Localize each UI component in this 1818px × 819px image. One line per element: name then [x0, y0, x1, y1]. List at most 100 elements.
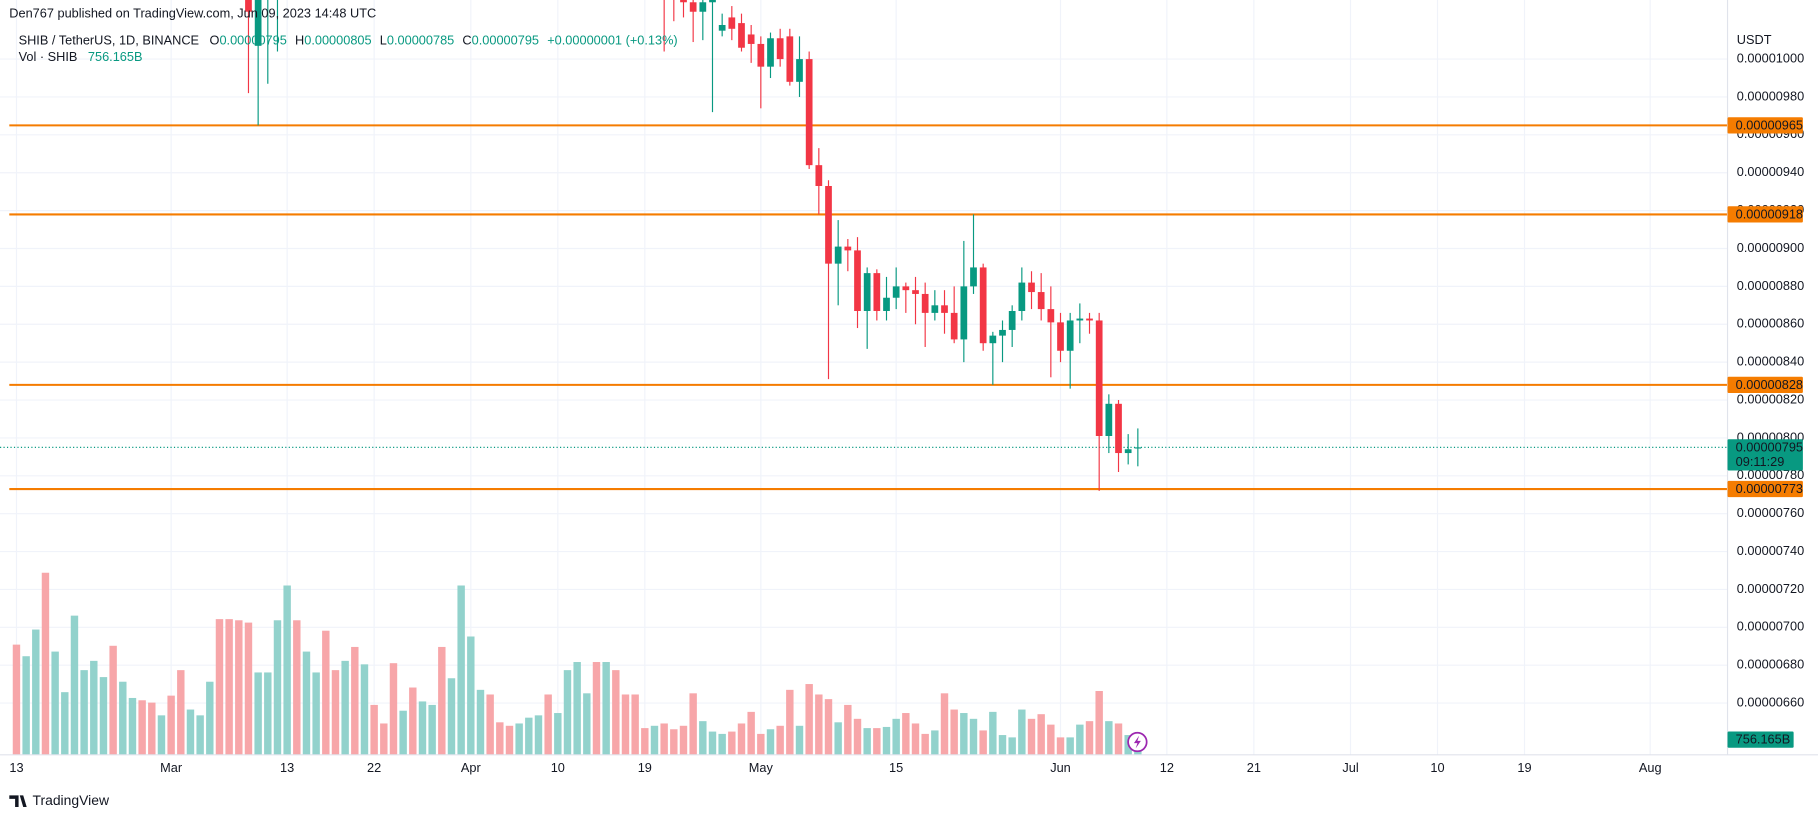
- volume-bar: [119, 681, 127, 755]
- candle-body: [786, 36, 794, 82]
- volume-bar: [51, 651, 59, 755]
- candle-body: [854, 250, 861, 311]
- volume-bar: [1008, 737, 1016, 755]
- candle-body: [1095, 320, 1103, 437]
- x-tick-label: Jun: [1050, 760, 1071, 775]
- grid: [0, 0, 1728, 755]
- x-tick-label: 13: [9, 760, 23, 775]
- volume-bar: [302, 651, 311, 755]
- volume-bar: [621, 694, 630, 755]
- volume-bar: [235, 620, 243, 755]
- candle: [1047, 286, 1055, 378]
- candle: [950, 286, 958, 344]
- candle-body: [728, 17, 736, 29]
- candle-body: [805, 59, 813, 166]
- candle-body: [1028, 282, 1035, 293]
- y-tick-label: 0.00000980: [1737, 88, 1804, 103]
- candle-body: [921, 293, 929, 313]
- level-tag: [1727, 206, 1803, 223]
- candle: [921, 282, 929, 347]
- volume-bar: [1018, 709, 1026, 755]
- volume-bar: [157, 715, 166, 755]
- candle-body: [912, 290, 919, 294]
- volume-bar: [244, 622, 253, 755]
- volume-bar: [776, 725, 784, 755]
- volume-pane: [12, 572, 1142, 755]
- volume-bar: [447, 678, 456, 755]
- candle-body: [709, 0, 716, 3]
- candle: [276, 0, 279, 52]
- countdown: 09:11:29: [1736, 454, 1785, 469]
- candle-body: [1115, 403, 1122, 454]
- candle-body: [1037, 292, 1045, 310]
- volume-bar: [969, 718, 978, 755]
- volume-bar: [544, 694, 552, 755]
- candle-body: [892, 286, 900, 298]
- x-tick-label: 10: [1430, 760, 1444, 775]
- volume-bar: [1085, 721, 1094, 755]
- volume-bar: [515, 723, 523, 755]
- volume-bar: [853, 718, 862, 755]
- candle-body: [844, 246, 852, 251]
- volume-bar: [563, 670, 572, 755]
- volume-bar: [573, 662, 581, 755]
- candle-body: [931, 305, 939, 313]
- volume-bar: [1047, 724, 1055, 755]
- candle-body: [776, 38, 784, 60]
- candle: [825, 180, 832, 380]
- candle: [979, 263, 987, 351]
- volume-bar: [1114, 723, 1123, 755]
- candle: [989, 331, 997, 385]
- volume-bar: [341, 660, 349, 755]
- volume-bar: [370, 704, 378, 755]
- volume-bar: [931, 730, 939, 755]
- volume-bar: [1027, 718, 1036, 755]
- candle-body: [979, 267, 987, 344]
- level-tag: [1727, 480, 1803, 498]
- y-tick-label: 0.00000780: [1737, 467, 1804, 482]
- level-tag-label: 0.00000773: [1736, 481, 1803, 496]
- volume-bar: [795, 725, 804, 755]
- volume-bar: [805, 684, 813, 755]
- volume-bar: [128, 697, 137, 755]
- candle: [960, 240, 968, 363]
- candle: [883, 276, 890, 321]
- candle-body: [1066, 320, 1074, 351]
- x-tick-label: 21: [1247, 760, 1261, 775]
- candle: [673, 0, 675, 22]
- volume-tag-label: 756.165B: [1736, 732, 1791, 747]
- y-tick-label: 0.00000880: [1737, 278, 1804, 293]
- volume-bar: [718, 733, 726, 755]
- volume-bar: [921, 733, 929, 755]
- volume-bar: [1056, 737, 1065, 755]
- volume-bar: [467, 636, 475, 755]
- y-tick-label: 0.00000700: [1737, 619, 1804, 634]
- volume-bar: [979, 730, 987, 755]
- candle-body: [883, 297, 890, 311]
- candle: [805, 51, 813, 169]
- alert-bolt[interactable]: [1133, 735, 1141, 749]
- volume-bar: [892, 718, 900, 755]
- volume-bar: [360, 664, 369, 755]
- candle: [1018, 267, 1026, 321]
- c-value: 0.00000795: [472, 33, 539, 48]
- candle-body: [902, 286, 910, 291]
- volume-bar: [225, 619, 233, 755]
- x-tick-label: 10: [551, 760, 565, 775]
- volume-bar: [989, 711, 997, 755]
- y-tick-label: 0.00000940: [1737, 164, 1804, 179]
- h-label: H: [295, 33, 304, 48]
- volume-bar: [757, 733, 765, 755]
- volume-bar: [438, 646, 446, 755]
- x-tick-label: 19: [1517, 760, 1531, 775]
- volume-bar: [815, 694, 823, 755]
- volume-bar: [708, 731, 717, 755]
- volume-bar: [196, 715, 204, 755]
- x-tick-label: Jul: [1342, 760, 1358, 775]
- alert-icon[interactable]: [1127, 731, 1148, 753]
- price-tags: 0.00000965 0.00000918 0.00000828 0.00000773…: [1727, 117, 1803, 748]
- candle-body: [796, 59, 803, 82]
- volume-bar: [351, 646, 359, 755]
- volume-bar: [428, 704, 436, 755]
- candle: [680, 0, 687, 18]
